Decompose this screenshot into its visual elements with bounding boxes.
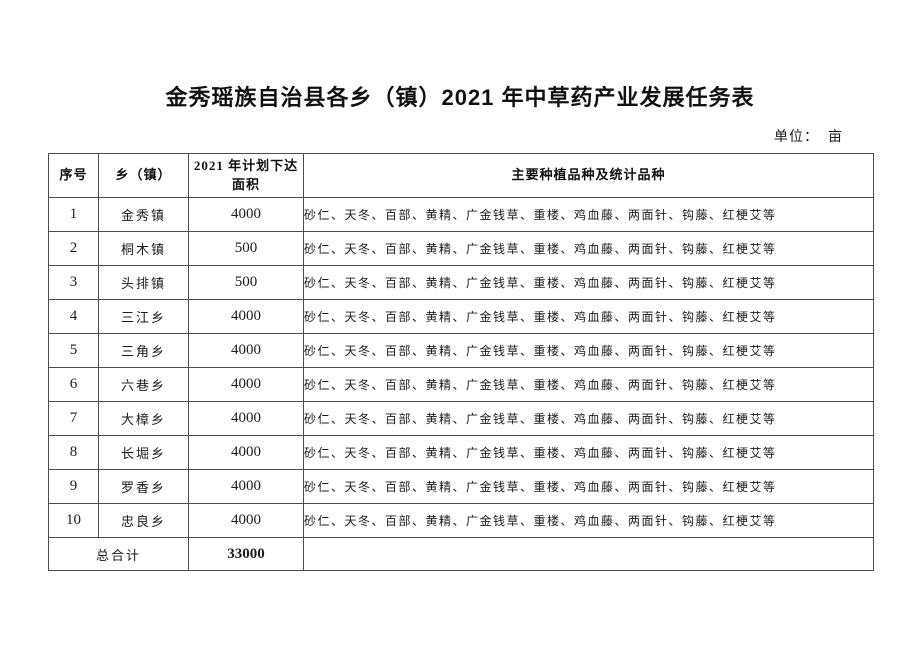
cell-area: 4000 xyxy=(188,367,304,402)
cell-varieties: 砂仁、天冬、百部、黄精、广金钱草、重楼、鸡血藤、两面针、钩藤、红梗艾等 xyxy=(303,197,874,232)
cell-varieties: 砂仁、天冬、百部、黄精、广金钱草、重楼、鸡血藤、两面针、钩藤、红梗艾等 xyxy=(303,299,874,334)
cell-varieties: 砂仁、天冬、百部、黄精、广金钱草、重楼、鸡血藤、两面针、钩藤、红梗艾等 xyxy=(303,367,874,402)
cell-varieties: 砂仁、天冬、百部、黄精、广金钱草、重楼、鸡血藤、两面针、钩藤、红梗艾等 xyxy=(303,401,874,436)
header-cell-varieties: 主要种植品种及统计品种 xyxy=(303,153,874,198)
cell-area: 4000 xyxy=(188,435,304,470)
total-varieties xyxy=(303,537,874,571)
cell-varieties: 砂仁、天冬、百部、黄精、广金钱草、重楼、鸡血藤、两面针、钩藤、红梗艾等 xyxy=(303,333,874,368)
table-row: 3 头排镇 500 砂仁、天冬、百部、黄精、广金钱草、重楼、鸡血藤、两面针、钩藤… xyxy=(48,265,874,300)
cell-town: 大樟乡 xyxy=(98,401,189,436)
cell-no: 2 xyxy=(48,231,99,266)
table-row: 6 六巷乡 4000 砂仁、天冬、百部、黄精、广金钱草、重楼、鸡血藤、两面针、钩… xyxy=(48,367,874,402)
cell-varieties: 砂仁、天冬、百部、黄精、广金钱草、重楼、鸡血藤、两面针、钩藤、红梗艾等 xyxy=(303,469,874,504)
cell-town: 三江乡 xyxy=(98,299,189,334)
cell-town: 金秀镇 xyxy=(98,197,189,232)
table-total-row: 总合计 33000 xyxy=(48,537,874,571)
task-table: 序号 乡（镇） 2021 年计划下达面积 主要种植品种及统计品种 1 金秀镇 4… xyxy=(48,153,874,571)
task-table-container: 序号 乡（镇） 2021 年计划下达面积 主要种植品种及统计品种 1 金秀镇 4… xyxy=(48,153,874,571)
cell-area: 500 xyxy=(188,231,304,266)
cell-no: 7 xyxy=(48,401,99,436)
cell-no: 1 xyxy=(48,197,99,232)
cell-no: 9 xyxy=(48,469,99,504)
cell-area: 4000 xyxy=(188,333,304,368)
cell-area: 4000 xyxy=(188,401,304,436)
header-cell-no: 序号 xyxy=(48,153,99,198)
cell-no: 5 xyxy=(48,333,99,368)
table-row: 1 金秀镇 4000 砂仁、天冬、百部、黄精、广金钱草、重楼、鸡血藤、两面针、钩… xyxy=(48,197,874,232)
table-row: 5 三角乡 4000 砂仁、天冬、百部、黄精、广金钱草、重楼、鸡血藤、两面针、钩… xyxy=(48,333,874,368)
cell-area: 4000 xyxy=(188,469,304,504)
cell-no: 3 xyxy=(48,265,99,300)
total-label: 总合计 xyxy=(48,537,189,571)
cell-town: 长堀乡 xyxy=(98,435,189,470)
cell-varieties: 砂仁、天冬、百部、黄精、广金钱草、重楼、鸡血藤、两面针、钩藤、红梗艾等 xyxy=(303,231,874,266)
table-row: 2 桐木镇 500 砂仁、天冬、百部、黄精、广金钱草、重楼、鸡血藤、两面针、钩藤… xyxy=(48,231,874,266)
cell-area: 500 xyxy=(188,265,304,300)
cell-no: 4 xyxy=(48,299,99,334)
table-row: 9 罗香乡 4000 砂仁、天冬、百部、黄精、广金钱草、重楼、鸡血藤、两面针、钩… xyxy=(48,469,874,504)
cell-town: 桐木镇 xyxy=(98,231,189,266)
cell-area: 4000 xyxy=(188,197,304,232)
cell-no: 10 xyxy=(48,503,99,538)
table-row: 4 三江乡 4000 砂仁、天冬、百部、黄精、广金钱草、重楼、鸡血藤、两面针、钩… xyxy=(48,299,874,334)
cell-varieties: 砂仁、天冬、百部、黄精、广金钱草、重楼、鸡血藤、两面针、钩藤、红梗艾等 xyxy=(303,265,874,300)
cell-town: 罗香乡 xyxy=(98,469,189,504)
cell-no: 8 xyxy=(48,435,99,470)
cell-no: 6 xyxy=(48,367,99,402)
table-row: 8 长堀乡 4000 砂仁、天冬、百部、黄精、广金钱草、重楼、鸡血藤、两面针、钩… xyxy=(48,435,874,470)
cell-town: 忠良乡 xyxy=(98,503,189,538)
table-row: 7 大樟乡 4000 砂仁、天冬、百部、黄精、广金钱草、重楼、鸡血藤、两面针、钩… xyxy=(48,401,874,436)
unit-label: 单位： 亩 xyxy=(774,130,843,145)
total-area: 33000 xyxy=(188,537,304,571)
cell-varieties: 砂仁、天冬、百部、黄精、广金钱草、重楼、鸡血藤、两面针、钩藤、红梗艾等 xyxy=(303,503,874,538)
cell-area: 4000 xyxy=(188,503,304,538)
header-cell-area: 2021 年计划下达面积 xyxy=(188,153,304,198)
header-cell-town: 乡（镇） xyxy=(98,153,189,198)
cell-varieties: 砂仁、天冬、百部、黄精、广金钱草、重楼、鸡血藤、两面针、钩藤、红梗艾等 xyxy=(303,435,874,470)
page-title: 金秀瑶族自治县各乡（镇）2021 年中草药产业发展任务表 xyxy=(165,85,755,110)
cell-area: 4000 xyxy=(188,299,304,334)
cell-town: 三角乡 xyxy=(98,333,189,368)
table-row: 10 忠良乡 4000 砂仁、天冬、百部、黄精、广金钱草、重楼、鸡血藤、两面针、… xyxy=(48,503,874,538)
cell-town: 六巷乡 xyxy=(98,367,189,402)
cell-town: 头排镇 xyxy=(98,265,189,300)
table-header-row: 序号 乡（镇） 2021 年计划下达面积 主要种植品种及统计品种 xyxy=(48,153,874,198)
